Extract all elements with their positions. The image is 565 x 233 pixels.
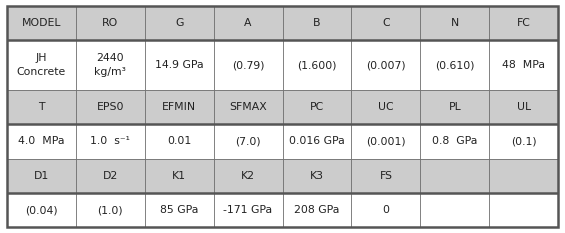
Text: FC: FC [517, 18, 531, 28]
Text: G: G [175, 18, 183, 28]
Bar [214, 6, 282, 40]
Text: (0.04): (0.04) [25, 205, 58, 215]
Text: D2: D2 [103, 171, 118, 181]
Text: 0: 0 [383, 205, 389, 215]
Bar [351, 40, 420, 90]
Text: (1.600): (1.600) [297, 60, 337, 70]
Text: UL: UL [516, 102, 531, 112]
Bar [76, 124, 145, 158]
Bar [489, 40, 558, 90]
Bar [76, 193, 145, 227]
Text: EFMIN: EFMIN [162, 102, 196, 112]
Bar [214, 158, 282, 193]
Bar [420, 193, 489, 227]
Text: T: T [38, 102, 45, 112]
Text: (7.0): (7.0) [235, 136, 261, 146]
Bar [420, 6, 489, 40]
Text: K2: K2 [241, 171, 255, 181]
Text: 48  MPa: 48 MPa [502, 60, 545, 70]
Bar [351, 6, 420, 40]
Bar [76, 90, 145, 124]
Bar [282, 90, 351, 124]
Text: RO: RO [102, 18, 118, 28]
Bar [145, 193, 214, 227]
Bar [76, 40, 145, 90]
Bar [351, 124, 420, 158]
Text: FS: FS [379, 171, 393, 181]
Bar [489, 90, 558, 124]
Bar [7, 90, 76, 124]
Text: B: B [313, 18, 321, 28]
Text: JH
Concrete: JH Concrete [16, 53, 66, 77]
Bar [282, 124, 351, 158]
Text: SFMAX: SFMAX [229, 102, 267, 112]
Bar [214, 40, 282, 90]
Text: A: A [244, 18, 252, 28]
Text: 85 GPa: 85 GPa [160, 205, 198, 215]
Bar [282, 6, 351, 40]
Bar [214, 193, 282, 227]
Text: EPS0: EPS0 [97, 102, 124, 112]
Bar [7, 124, 76, 158]
Text: PC: PC [310, 102, 324, 112]
Bar [282, 193, 351, 227]
Bar [489, 6, 558, 40]
Text: PL: PL [449, 102, 461, 112]
Text: 0.016 GPa: 0.016 GPa [289, 136, 345, 146]
Bar [420, 40, 489, 90]
Bar [76, 158, 145, 193]
Bar [7, 158, 76, 193]
Bar [351, 158, 420, 193]
Text: -171 GPa: -171 GPa [224, 205, 272, 215]
Text: (0.79): (0.79) [232, 60, 264, 70]
Bar [282, 40, 351, 90]
Text: K1: K1 [172, 171, 186, 181]
Text: MODEL: MODEL [21, 18, 61, 28]
Text: 14.9 GPa: 14.9 GPa [155, 60, 203, 70]
Bar [351, 193, 420, 227]
Bar [214, 90, 282, 124]
Bar [145, 40, 214, 90]
Bar [489, 193, 558, 227]
Bar [420, 124, 489, 158]
Bar [351, 90, 420, 124]
Bar [420, 90, 489, 124]
Bar [214, 124, 282, 158]
Bar [76, 6, 145, 40]
Bar [7, 193, 76, 227]
Bar [145, 90, 214, 124]
Text: (1.0): (1.0) [97, 205, 123, 215]
Text: 208 GPa: 208 GPa [294, 205, 340, 215]
Bar [145, 124, 214, 158]
Bar [145, 6, 214, 40]
Bar [282, 158, 351, 193]
Text: UC: UC [378, 102, 394, 112]
Bar [7, 6, 76, 40]
Text: D1: D1 [34, 171, 49, 181]
Bar [489, 158, 558, 193]
Text: 0.8  GPa: 0.8 GPa [432, 136, 477, 146]
Text: 1.0  s⁻¹: 1.0 s⁻¹ [90, 136, 130, 146]
Text: (0.1): (0.1) [511, 136, 537, 146]
Text: (0.001): (0.001) [366, 136, 406, 146]
Bar [7, 40, 76, 90]
Text: (0.007): (0.007) [366, 60, 406, 70]
Text: K3: K3 [310, 171, 324, 181]
Bar [145, 158, 214, 193]
Text: 2440
kg/m³: 2440 kg/m³ [94, 53, 126, 77]
Text: 0.01: 0.01 [167, 136, 191, 146]
Text: C: C [382, 18, 390, 28]
Text: (0.610): (0.610) [435, 60, 475, 70]
Text: 4.0  MPa: 4.0 MPa [18, 136, 64, 146]
Bar [420, 158, 489, 193]
Bar [489, 124, 558, 158]
Text: N: N [451, 18, 459, 28]
